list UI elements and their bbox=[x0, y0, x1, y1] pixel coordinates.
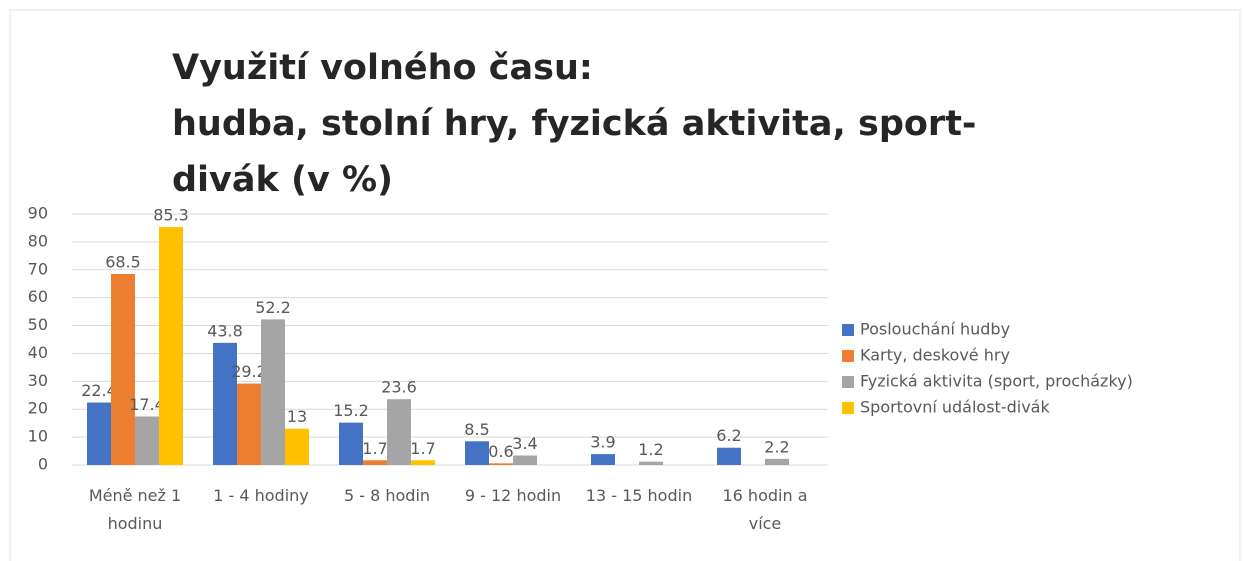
bar bbox=[489, 463, 513, 465]
y-tick-label: 60 bbox=[28, 287, 48, 306]
bar bbox=[639, 461, 663, 465]
bar bbox=[111, 273, 135, 465]
y-tick-label: 50 bbox=[28, 315, 48, 334]
legend-swatch bbox=[842, 324, 854, 336]
legend-label: Poslouchání hudby bbox=[860, 320, 1010, 339]
bar bbox=[591, 454, 615, 465]
data-label: 17.4 bbox=[129, 395, 165, 414]
legend-label: Karty, deskové hry bbox=[860, 346, 1010, 365]
y-tick-label: 90 bbox=[28, 204, 48, 223]
bar bbox=[717, 447, 741, 465]
data-label: 2.2 bbox=[764, 437, 789, 456]
data-label: 6.2 bbox=[716, 426, 741, 445]
data-label: 13 bbox=[287, 407, 307, 426]
y-tick-label: 0 bbox=[38, 455, 48, 474]
legend-label: Fyzická aktivita (sport, procházky) bbox=[860, 372, 1133, 391]
data-label: 3.9 bbox=[590, 433, 615, 452]
bar bbox=[513, 455, 537, 465]
bar bbox=[765, 458, 789, 465]
bar bbox=[285, 428, 309, 465]
bar bbox=[363, 460, 387, 465]
bar bbox=[237, 383, 261, 465]
data-label: 85.3 bbox=[153, 206, 189, 225]
y-tick-label: 40 bbox=[28, 343, 48, 362]
data-label: 0.6 bbox=[488, 442, 513, 461]
data-label: 8.5 bbox=[464, 420, 489, 439]
x-tick-label: 5 - 8 hodin bbox=[343, 486, 431, 505]
bar bbox=[87, 402, 111, 465]
bar bbox=[261, 319, 285, 465]
legend-label: Sportovní událost-divák bbox=[860, 398, 1050, 417]
frame bbox=[9, 9, 1241, 561]
bar bbox=[159, 227, 183, 465]
x-tick-label: 1 - 4 hodiny bbox=[213, 486, 309, 505]
data-label: 22.4 bbox=[81, 381, 117, 400]
y-tick-label: 30 bbox=[28, 371, 48, 390]
y-tick-label: 20 bbox=[28, 399, 48, 418]
x-tick-label: 13 - 15 hodin bbox=[585, 486, 693, 505]
data-label: 68.5 bbox=[105, 252, 141, 271]
legend-swatch bbox=[842, 402, 854, 414]
y-tick-label: 70 bbox=[28, 259, 48, 278]
bar bbox=[213, 342, 237, 465]
legend-swatch bbox=[842, 350, 854, 362]
x-tick-label: 9 - 12 hodin bbox=[464, 486, 562, 505]
x-tick-label: Méně než 1 hodinu bbox=[88, 486, 182, 533]
data-label: 15.2 bbox=[333, 401, 369, 420]
data-label: 23.6 bbox=[381, 378, 417, 397]
data-label: 1.7 bbox=[362, 439, 387, 458]
data-label: 29.2 bbox=[231, 362, 267, 381]
data-label: 1.7 bbox=[410, 439, 435, 458]
bar bbox=[135, 416, 159, 465]
chart-title: hudba, stolní hry, fyzická aktivita, spo… bbox=[172, 104, 977, 200]
data-label: 52.2 bbox=[255, 298, 291, 317]
data-label: 1.2 bbox=[638, 440, 663, 459]
data-label: 43.8 bbox=[207, 321, 243, 340]
legend-swatch bbox=[842, 376, 854, 388]
chart-title: Využití volného času: bbox=[172, 48, 593, 88]
y-tick-label: 80 bbox=[28, 231, 48, 250]
bar bbox=[465, 441, 489, 465]
x-tick-label: 16 hodin a více bbox=[722, 486, 808, 533]
bar bbox=[387, 399, 411, 465]
bar bbox=[339, 422, 363, 465]
data-label: 3.4 bbox=[512, 434, 537, 453]
y-tick-label: 10 bbox=[28, 427, 48, 446]
bar bbox=[411, 460, 435, 465]
